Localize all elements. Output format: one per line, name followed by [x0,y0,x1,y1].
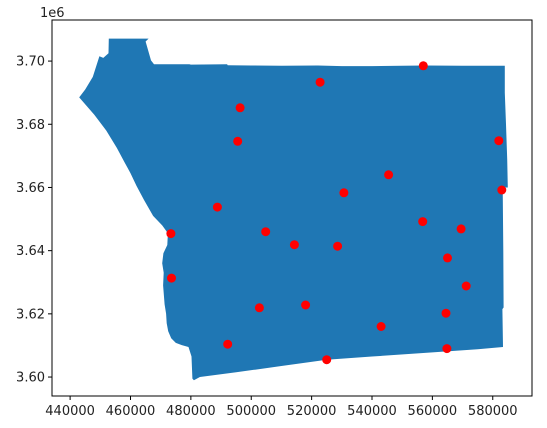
data-point [322,355,331,364]
region-polygon [79,39,508,381]
y-tick-label: 3.64 [16,244,45,259]
data-point [377,322,386,331]
plot-area [79,39,508,381]
y-tick-label: 3.62 [16,307,45,322]
data-point [261,227,270,236]
data-point [457,224,466,233]
data-point [442,309,451,318]
x-tick-label: 580000 [468,404,518,419]
data-point [236,103,245,112]
data-point [497,186,506,195]
y-axis-offset-label: 1e6 [40,6,65,21]
data-point [290,240,299,249]
x-tick-label: 440000 [45,404,95,419]
data-point [255,303,264,312]
data-point [443,253,452,262]
y-tick-label: 3.70 [16,55,45,70]
x-tick-label: 500000 [226,404,276,419]
y-tick-label: 3.60 [16,371,45,386]
data-point [494,136,503,145]
data-point [419,61,428,70]
data-point [462,282,471,291]
data-point [316,78,325,87]
y-axis: 3.60 3.62 3.64 3.66 3.68 3.70 [16,55,52,386]
data-point [166,229,175,238]
data-point [213,203,222,212]
data-point [223,340,232,349]
y-tick-label: 3.68 [16,118,45,133]
x-tick-label: 540000 [347,404,397,419]
x-tick-label: 560000 [408,404,458,419]
x-axis: 440000 460000 480000 500000 520000 540000 5600… [45,396,517,419]
data-point [167,274,176,283]
data-point [233,137,242,146]
x-tick-label: 460000 [106,404,156,419]
y-tick-label: 3.66 [16,181,45,196]
data-point [339,188,348,197]
data-point [301,301,310,310]
data-point [384,170,393,179]
data-point [418,217,427,226]
data-point [442,344,451,353]
x-tick-label: 520000 [287,404,337,419]
data-point [333,242,342,251]
x-tick-label: 480000 [166,404,216,419]
